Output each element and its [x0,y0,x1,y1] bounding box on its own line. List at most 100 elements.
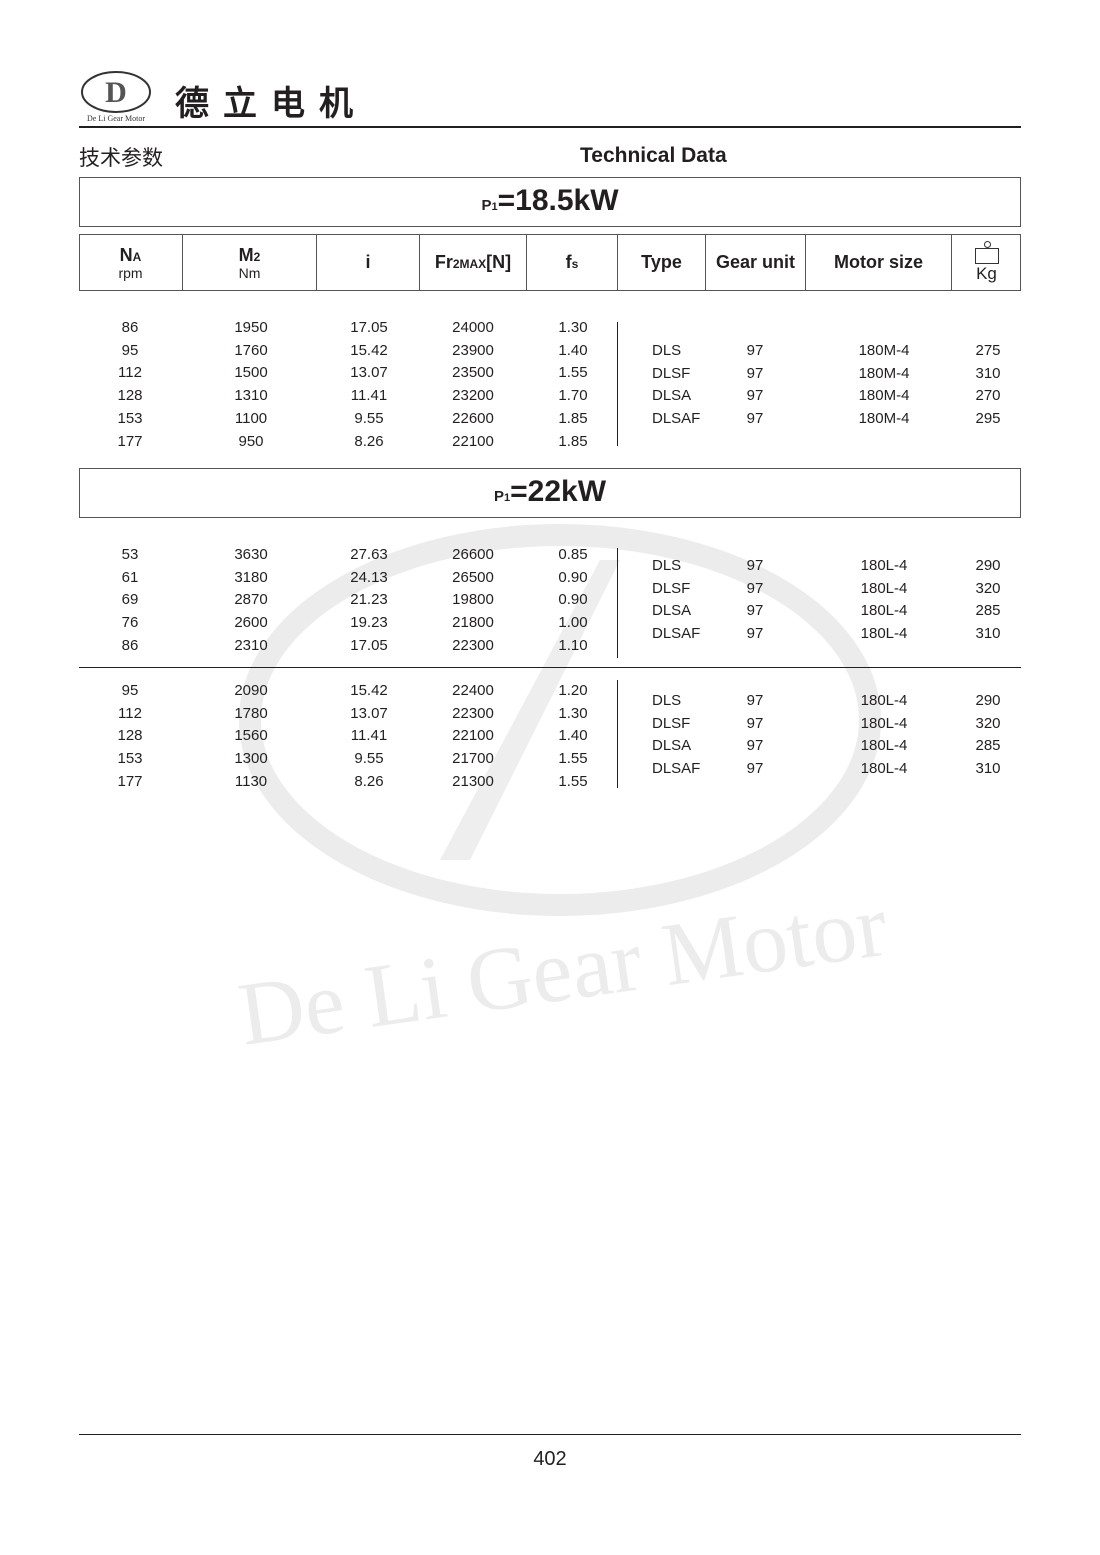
cell-ratio: 19.23 [350,614,388,632]
company-logo: D De Li Gear Motor [81,71,151,123]
cell-speed: 86 [121,319,139,336]
cell-torque: 2310 [234,636,268,654]
cell-torque: 1130 [234,772,268,790]
cell-type: DLSF [652,364,691,382]
cell-torque: 1500 [234,364,268,382]
cell-service-factor: 1.85 [558,432,588,450]
cell-motor-size: 180M-4 [858,410,910,428]
group-divider [79,667,1021,668]
section-title-en: Technical Data [580,144,727,167]
cell-speed: 95 [121,682,139,699]
col-weight: Kg [952,234,1021,291]
cell-type: DLS [652,557,682,574]
svg-text:D: D [105,76,127,109]
svg-text:De Li Gear Motor: De Li Gear Motor [87,114,145,123]
cell-motor-size: 180M-4 [858,387,910,405]
cell-service-factor: 0.90 [558,568,588,586]
cell-service-factor: 1.55 [558,772,588,790]
cell-speed: 128 [117,387,143,405]
cell-radial-load: 23900 [452,341,494,359]
cell-weight: 310 [975,364,1001,382]
cell-weight: 295 [975,410,1001,428]
cell-speed: 86 [121,636,139,654]
cell-type: DLSF [652,579,691,597]
cell-radial-load: 21800 [452,614,494,632]
cell-motor-size: 180L-4 [860,557,908,574]
cell-ratio: 8.26 [354,432,384,450]
cell-radial-load: 22400 [452,682,494,699]
cell-radial-load: 24000 [452,319,494,336]
cell-gear-unit: 97 [746,760,764,778]
cell-ratio: 13.07 [350,704,388,722]
cell-type: DLS [652,692,682,709]
cell-torque: 1760 [234,341,268,359]
cell-ratio: 9.55 [354,409,384,427]
cell-speed: 95 [121,341,139,359]
col-na: NA rpm [79,234,183,291]
page-number: 402 [533,1448,567,1470]
cell-weight: 290 [975,692,1001,709]
cell-torque: 2870 [234,591,268,609]
cell-motor-size: 180L-4 [860,579,908,597]
cell-motor-size: 180L-4 [860,625,908,643]
cell-ratio: 17.05 [350,319,388,336]
cell-speed: 177 [117,772,143,790]
cell-ratio: 9.55 [354,750,384,768]
cell-radial-load: 26500 [452,568,494,586]
cell-gear-unit: 97 [746,737,764,755]
cell-weight: 275 [975,342,1001,359]
cell-motor-size: 180L-4 [860,692,908,709]
power-title-2: P1=22kW [493,475,607,508]
column-separator [617,680,618,788]
cell-torque: 1560 [234,727,268,745]
cell-torque: 950 [238,432,264,450]
power-box-2 [79,468,1021,518]
cell-radial-load: 19800 [452,591,494,609]
cell-motor-size: 180L-4 [860,760,908,778]
cell-weight: 320 [975,579,1001,597]
cell-speed: 153 [117,750,143,768]
cell-gear-unit: 97 [746,714,764,732]
cell-type: DLSA [652,737,692,755]
cell-service-factor: 1.55 [558,364,588,382]
cell-motor-size: 180M-4 [858,342,910,359]
cell-radial-load: 22300 [452,704,494,722]
power-box-1 [79,177,1021,227]
cell-speed: 177 [117,432,143,450]
cell-torque: 1950 [234,319,268,336]
cell-ratio: 21.23 [350,591,388,609]
cell-torque: 2090 [234,682,268,699]
svg-text:De Li Gear Motor: De Li Gear Motor [233,876,893,1065]
cell-ratio: 11.41 [350,387,388,405]
cell-gear-unit: 97 [746,557,764,574]
cell-gear-unit: 97 [746,602,764,620]
cell-speed: 112 [118,704,142,722]
cell-service-factor: 1.85 [558,409,588,427]
col-i: i [317,234,420,291]
cell-motor-size: 180L-4 [860,714,908,732]
cell-radial-load: 22100 [452,727,494,745]
col-m2: M2 Nm [183,234,317,291]
cell-gear-unit: 97 [746,364,764,382]
cell-torque: 3180 [234,568,268,586]
cell-gear-unit: 97 [746,342,764,359]
header-rule [79,126,1021,128]
cell-gear-unit: 97 [746,410,764,428]
cell-service-factor: 1.10 [558,636,588,654]
cell-ratio: 15.42 [350,341,388,359]
cell-speed: 53 [121,546,139,563]
cell-motor-size: 180L-4 [860,602,908,620]
cell-speed: 153 [117,409,143,427]
cell-radial-load: 21700 [452,750,494,768]
cell-gear-unit: 97 [746,625,764,643]
weight-icon [974,240,999,264]
cell-radial-load: 22100 [452,432,494,450]
cell-motor-size: 180M-4 [858,364,910,382]
column-separator [617,322,618,446]
cell-service-factor: 1.40 [558,341,588,359]
cell-service-factor: 1.30 [558,319,588,336]
cell-service-factor: 1.40 [558,727,588,745]
cell-motor-size: 180L-4 [860,737,908,755]
power-title-1: P1=18.5kW [481,184,619,217]
